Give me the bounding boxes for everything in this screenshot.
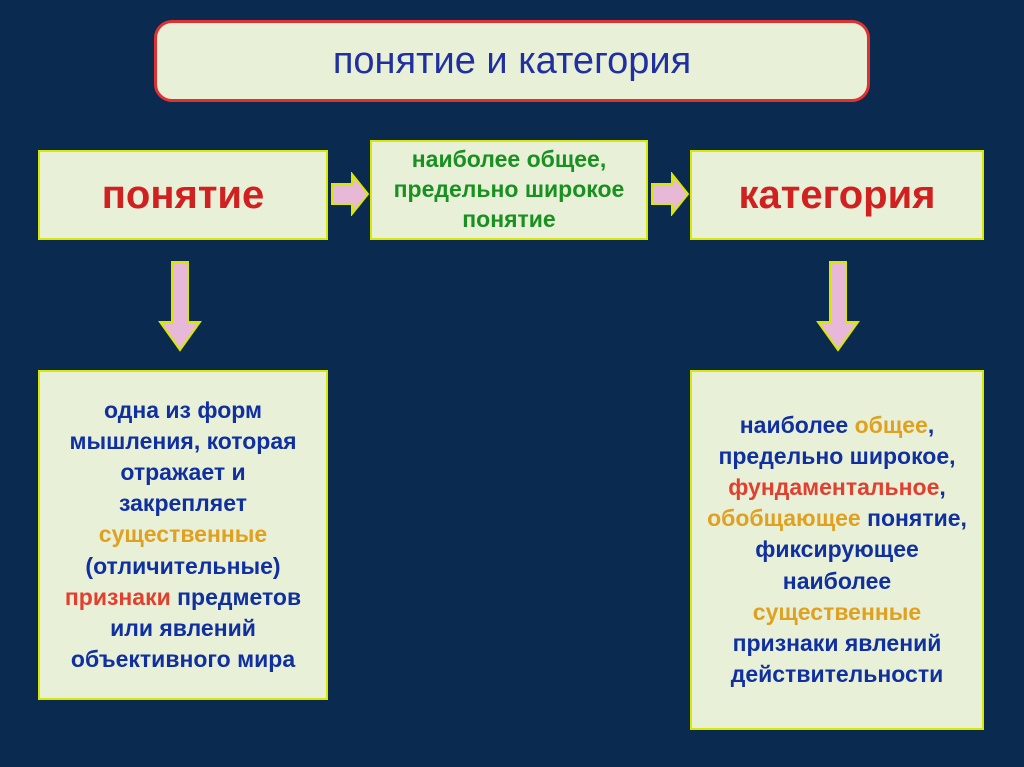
left-concept-box: понятие: [38, 150, 328, 240]
mid-concept-box: наиболее общее, предельно широкое поняти…: [370, 140, 648, 240]
right-concept-label: категория: [738, 173, 935, 218]
title-box: понятие и категория: [154, 20, 870, 102]
left-definition-box: одна из форм мышления, которая отражает …: [38, 370, 328, 700]
arrow-right-1: [330, 172, 370, 216]
right-def-a1: общее: [855, 412, 928, 438]
right-def-p1: наиболее: [740, 412, 855, 438]
right-def-a4: существенные: [753, 599, 921, 625]
left-concept-label: понятие: [102, 173, 265, 218]
right-def-p5: признаки явлений действительности: [731, 630, 944, 687]
arrow-down-left: [158, 260, 202, 352]
title-text: понятие и категория: [333, 40, 691, 83]
left-def-p2: (отличительные): [85, 553, 280, 579]
right-def-a2: фундаментальное: [728, 474, 939, 500]
right-definition-text: наиболее общее, предельно широкое, фунда…: [706, 410, 968, 689]
left-def-p1: одна из форм мышления, которая отражает …: [69, 397, 296, 516]
mid-concept-label: наиболее общее, предельно широкое поняти…: [378, 145, 640, 235]
arrow-down-right: [816, 260, 860, 352]
right-def-a3: обобщающее: [707, 505, 861, 531]
right-concept-box: категория: [690, 150, 984, 240]
right-def-p3: ,: [939, 474, 945, 500]
arrow-right-2: [650, 172, 690, 216]
left-definition-text: одна из форм мышления, которая отражает …: [54, 395, 312, 674]
right-definition-box: наиболее общее, предельно широкое, фунда…: [690, 370, 984, 730]
left-def-a2: признаки: [65, 584, 171, 610]
left-def-a1: существенные: [99, 521, 267, 547]
